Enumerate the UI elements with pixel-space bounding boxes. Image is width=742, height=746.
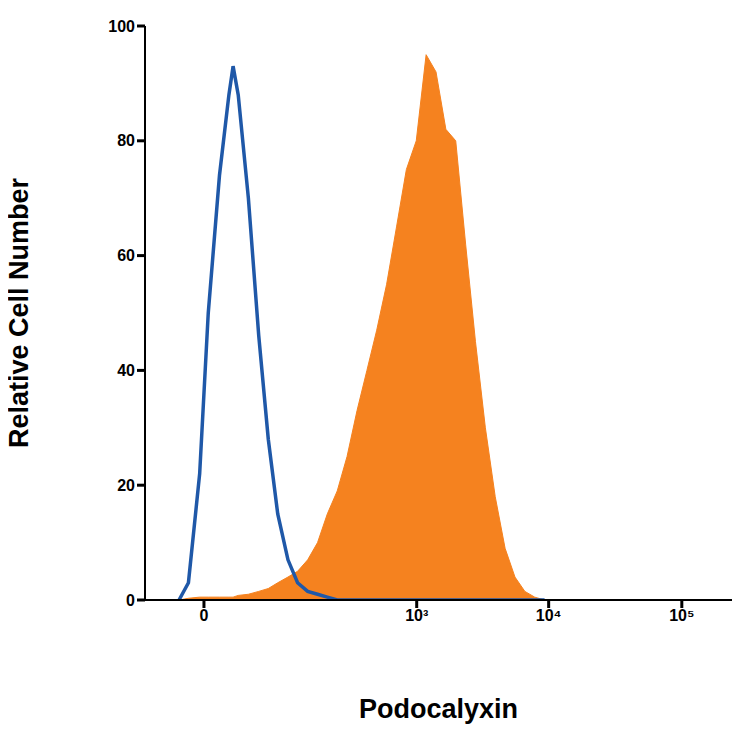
svg-text:Relative Cell Number: Relative Cell Number [8,177,34,448]
svg-text:10⁴: 10⁴ [536,607,562,624]
svg-text:10³: 10³ [405,607,428,624]
svg-text:0: 0 [126,592,135,609]
svg-text:40: 40 [117,362,135,379]
svg-text:10⁵: 10⁵ [669,607,694,624]
svg-text:100: 100 [108,18,135,35]
svg-text:80: 80 [117,132,135,149]
svg-text:Podocalyxin: Podocalyxin [359,694,518,724]
svg-text:0: 0 [200,607,209,624]
svg-text:60: 60 [117,247,135,264]
svg-text:20: 20 [117,477,135,494]
